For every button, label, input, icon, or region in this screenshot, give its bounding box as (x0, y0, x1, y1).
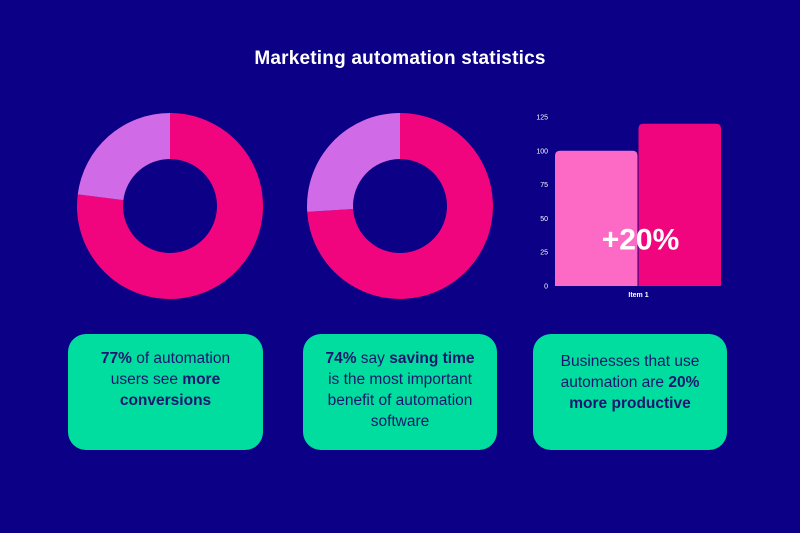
page-title: Marketing automation statistics (254, 48, 546, 69)
card-text: Businesses that use automation are (560, 353, 700, 391)
y-tick-label: 125 (536, 115, 548, 122)
bar-series-0 (555, 150, 638, 286)
x-tick-label: Item 1 (628, 292, 648, 299)
y-tick-label: 50 (540, 216, 548, 223)
card-highlight-text: 20% more productive (569, 374, 700, 412)
bar-annotation: +20% (602, 223, 680, 256)
card-text: of automation users see (110, 350, 231, 388)
card-highlight-text: 77% (100, 350, 132, 367)
card-text: is the most important benefit of automat… (327, 371, 473, 430)
stat-card-productivity: Businesses that use automation are 20% m… (533, 334, 727, 450)
card-highlight-text: more conversions (119, 371, 221, 409)
y-tick-label: 0 (544, 284, 548, 291)
y-tick-label: 75 (540, 182, 548, 189)
card-highlight-text: 74% (325, 350, 357, 367)
donut-chart-conversions (76, 112, 264, 300)
donut-slice-0 (307, 113, 493, 299)
bar-chart-productivity: 0 25 50 75 100 125 Item 1 +20% (528, 108, 728, 308)
donut-slice-1 (77, 113, 170, 201)
stat-card-saving-time: 74% say saving time is the most importan… (303, 334, 497, 450)
donut-slice-0 (77, 113, 263, 299)
bar-series-1 (638, 123, 721, 286)
card-text: say (356, 350, 390, 367)
y-tick-label: 25 (540, 250, 548, 257)
y-tick-label: 100 (536, 148, 548, 155)
stat-card-conversions: 77% of automation users see more convers… (68, 334, 263, 450)
donut-slice-1 (307, 113, 400, 212)
donut-chart-saving-time (306, 112, 494, 300)
card-highlight-text: saving time (389, 350, 475, 367)
